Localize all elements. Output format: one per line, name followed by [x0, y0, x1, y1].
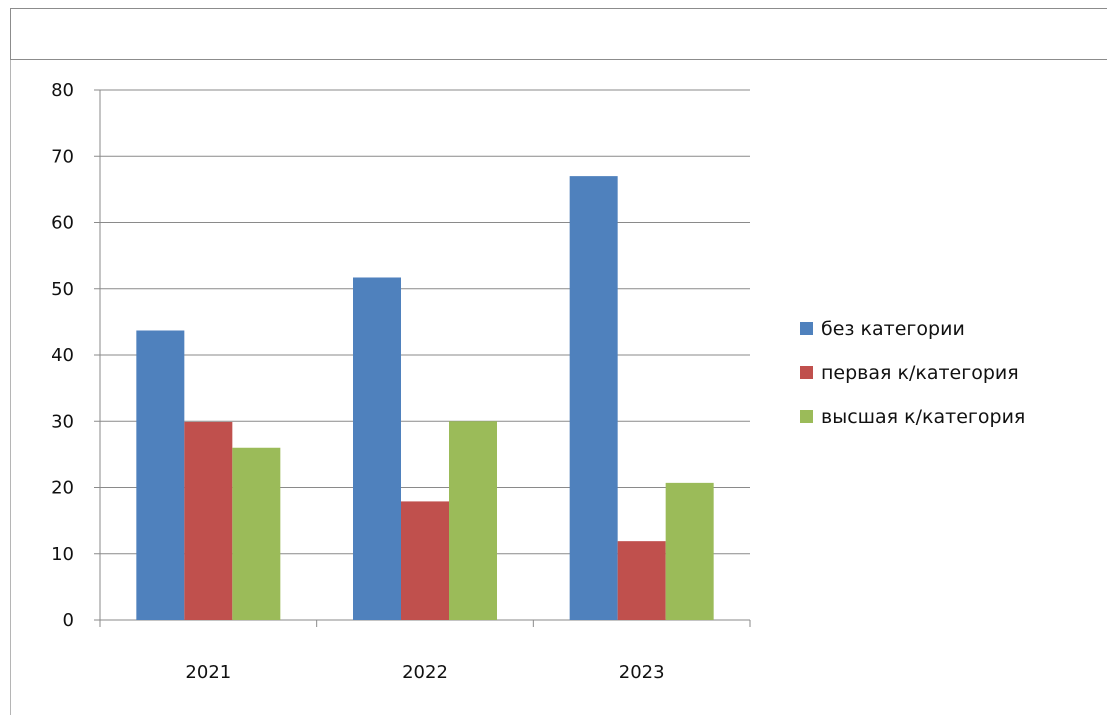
y-tick-label: 60 — [51, 213, 74, 234]
legend-label: высшая к/категория — [821, 406, 1025, 428]
legend-swatch — [800, 366, 813, 379]
legend-label: первая к/категория — [821, 362, 1019, 384]
legend-swatch — [800, 410, 813, 423]
y-tick-label: 80 — [51, 80, 74, 101]
legend-swatch — [800, 322, 813, 335]
bar-2023-series-1 — [617, 541, 666, 620]
x-tick-label: 2023 — [619, 662, 665, 683]
y-tick-label: 40 — [51, 345, 74, 366]
bar-2022-series-2 — [449, 421, 497, 620]
bar-2022-series-1 — [401, 501, 449, 620]
y-tick-label: 30 — [51, 411, 74, 432]
y-tick-label: 50 — [51, 279, 74, 300]
legend: без категории первая к/категория высшая к/… — [800, 318, 1025, 428]
bar-2021-series-2 — [232, 447, 281, 620]
y-tick-label: 70 — [51, 146, 74, 167]
y-tick-label: 20 — [51, 478, 74, 499]
x-tick-label: 2022 — [402, 662, 448, 683]
x-tick-label: 2021 — [185, 662, 231, 683]
y-tick-label: 0 — [63, 610, 74, 631]
y-tick-label: 10 — [51, 544, 74, 565]
y-axis: 0 10 20 30 40 50 60 70 80 — [51, 80, 101, 631]
chart-left-border — [10, 60, 11, 715]
bar-2021-series-0 — [136, 330, 185, 620]
bar-2022-series-0 — [353, 277, 401, 620]
bar-2023-series-0 — [569, 176, 618, 620]
bars — [136, 176, 714, 620]
legend-label: без категории — [821, 318, 965, 340]
chart-header-box — [10, 8, 1107, 60]
x-axis: 2021 2022 2023 — [99, 619, 751, 683]
bar-2021-series-1 — [184, 421, 233, 620]
bar-2023-series-2 — [665, 482, 714, 620]
